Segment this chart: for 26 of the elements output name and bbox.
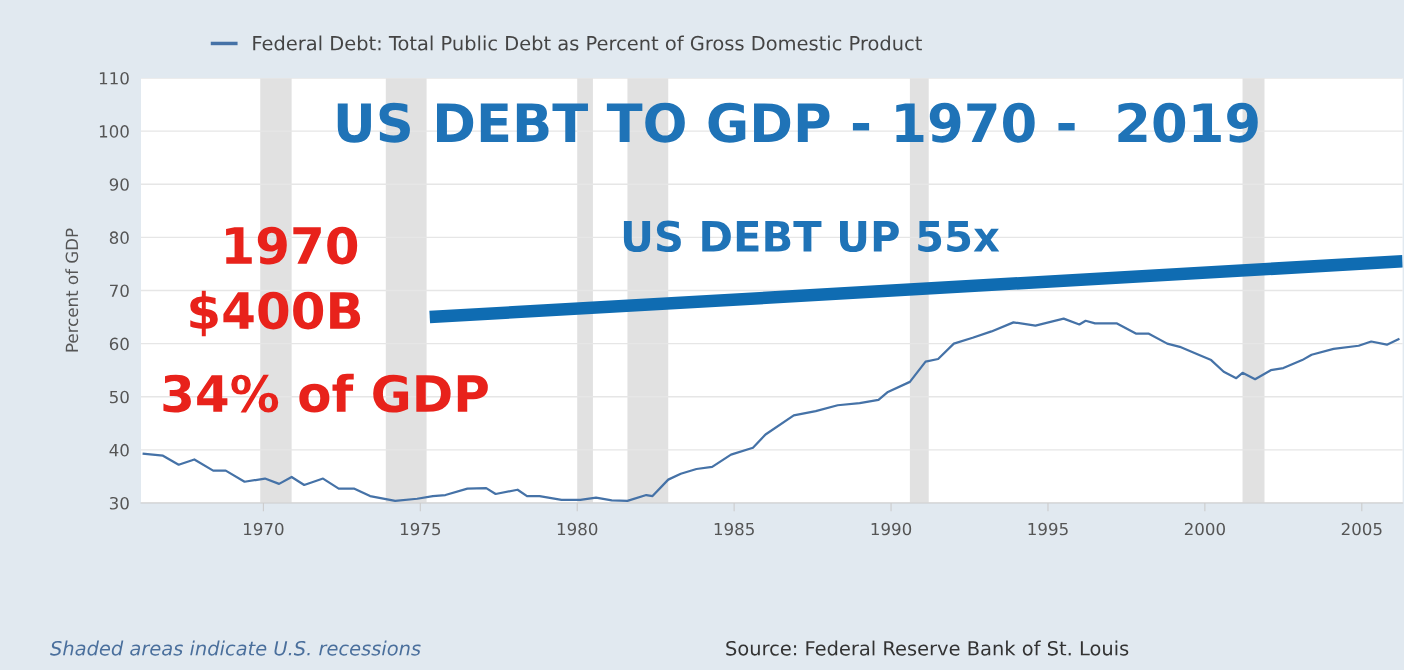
text: Shaded areas indicate U.S. recessions [50, 640, 421, 656]
chart-title: US DEBT TO GDP - 1970 - 2019 [337, 102, 1258, 143]
source-note: Source: Federal Reserve Bank of St. Louis [726, 640, 1129, 656]
y-tick-label: 110 [99, 71, 129, 85]
y-tick-label: 50 [109, 390, 129, 404]
x-tick-label: 1985 [714, 522, 754, 536]
annotation: $400B [190, 290, 361, 337]
y-tick-label: 30 [109, 496, 129, 510]
x-tick-label: 1980 [557, 522, 598, 536]
y-tick-label: 60 [109, 337, 129, 351]
y-tick-label: 100 [99, 125, 129, 138]
y-tick-label: 40 [109, 443, 129, 457]
annotation: 1970 [226, 226, 358, 265]
legend-label: Federal Debt: Total Public Debt as Percent of Gross Domestic Product [253, 35, 922, 51]
x-tick-label: 2005 [1341, 522, 1382, 536]
x-tick-label: 2000 [1184, 522, 1225, 536]
y-axis-title: Percent of GDP [65, 228, 79, 352]
x-tick-label: 1975 [400, 522, 441, 536]
annotation: 34% of GDP [163, 373, 488, 413]
annotation: US DEBT UP 55x [623, 220, 1000, 253]
y-tick-label: 90 [109, 178, 129, 191]
x-tick-label: 1995 [1028, 522, 1068, 536]
x-tick-label: 1970 [244, 522, 284, 536]
x-tick-label: 1990 [871, 522, 912, 536]
y-tick-label: 80 [109, 231, 129, 244]
y-tick-label: 70 [110, 284, 129, 298]
